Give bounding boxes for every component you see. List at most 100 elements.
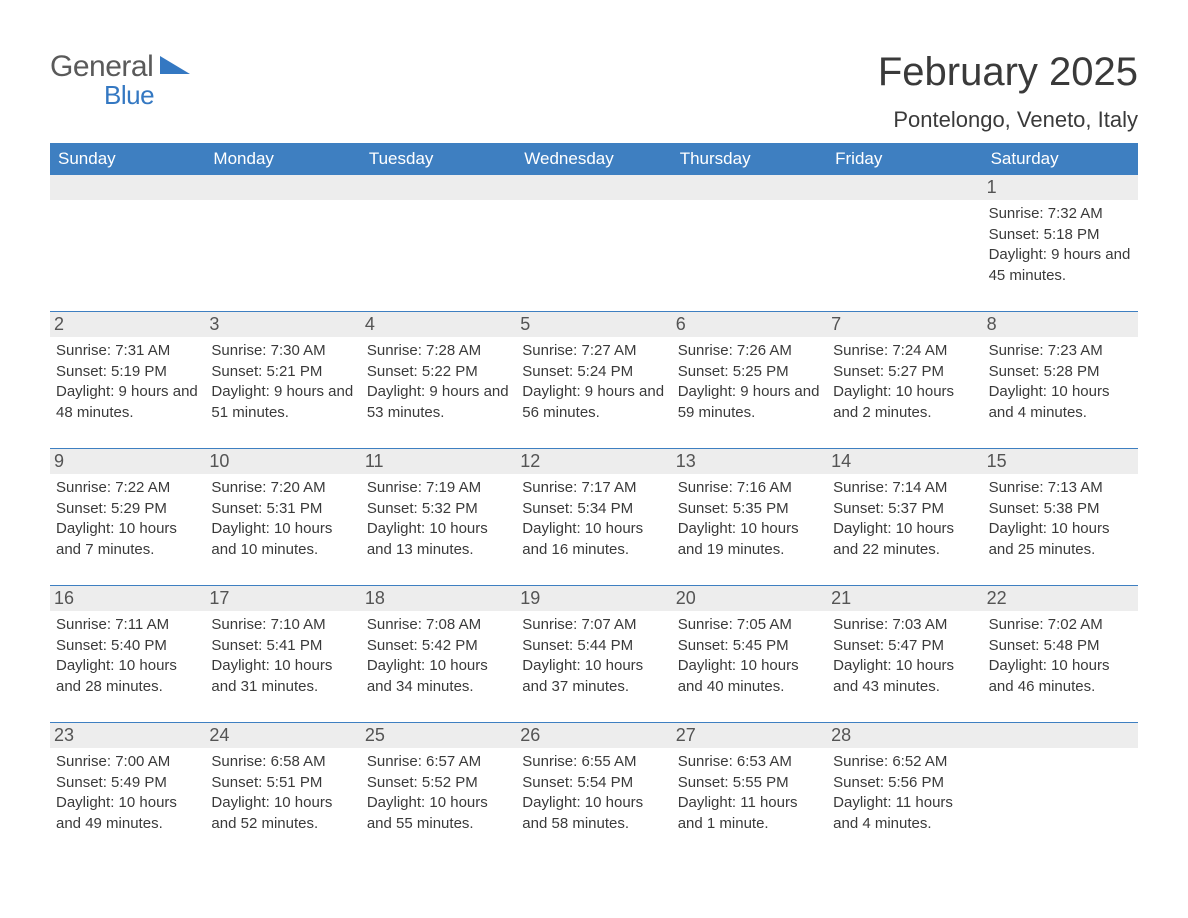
day-details: Sunrise: 7:03 AMSunset: 5:47 PMDaylight:… [833,615,976,698]
daylight-line: Daylight: 10 hours and 7 minutes. [56,519,199,560]
daylight-line: Daylight: 10 hours and 34 minutes. [367,656,510,697]
sunrise-line: Sunrise: 7:30 AM [211,341,354,362]
daylight-line: Daylight: 10 hours and 13 minutes. [367,519,510,560]
day-number: 24 [205,723,360,748]
day-number: 8 [983,312,1138,337]
day-details: Sunrise: 6:53 AMSunset: 5:55 PMDaylight:… [678,752,821,835]
calendar-day-cell: 13Sunrise: 7:16 AMSunset: 5:35 PMDayligh… [672,449,827,567]
calendar-day-cell: 16Sunrise: 7:11 AMSunset: 5:40 PMDayligh… [50,586,205,704]
calendar-day-cell: 25Sunrise: 6:57 AMSunset: 5:52 PMDayligh… [361,723,516,841]
weekday-header-row: SundayMondayTuesdayWednesdayThursdayFrid… [50,143,1138,175]
daylight-line: Daylight: 9 hours and 51 minutes. [211,382,354,423]
day-number: 17 [205,586,360,611]
day-number: 22 [983,586,1138,611]
calendar-week: 2Sunrise: 7:31 AMSunset: 5:19 PMDaylight… [50,311,1138,430]
daylight-line: Daylight: 10 hours and 25 minutes. [989,519,1132,560]
day-number: 27 [672,723,827,748]
daylight-line: Daylight: 10 hours and 52 minutes. [211,793,354,834]
day-number: 20 [672,586,827,611]
daylight-line: Daylight: 10 hours and 58 minutes. [522,793,665,834]
day-number: 21 [827,586,982,611]
day-number: 19 [516,586,671,611]
sunrise-line: Sunrise: 7:03 AM [833,615,976,636]
sunrise-line: Sunrise: 7:27 AM [522,341,665,362]
sunset-line: Sunset: 5:56 PM [833,773,976,794]
calendar-day-cell: . [50,175,205,293]
day-number: 4 [361,312,516,337]
daylight-line: Daylight: 9 hours and 59 minutes. [678,382,821,423]
sunset-line: Sunset: 5:49 PM [56,773,199,794]
calendar-day-cell: 4 Sunrise: 7:28 AMSunset: 5:22 PMDaylight… [361,312,516,430]
sunrise-line: Sunrise: 7:13 AM [989,478,1132,499]
day-number: . [361,175,516,200]
day-details: Sunrise: 7:05 AMSunset: 5:45 PMDaylight:… [678,615,821,698]
daylight-line: Daylight: 10 hours and 40 minutes. [678,656,821,697]
day-number: 6 [672,312,827,337]
daylight-line: Daylight: 11 hours and 1 minute. [678,793,821,834]
sunset-line: Sunset: 5:35 PM [678,499,821,520]
weekday-header: Thursday [672,143,827,175]
daylight-line: Daylight: 10 hours and 37 minutes. [522,656,665,697]
calendar-day-cell: . [983,723,1138,841]
day-details: Sunrise: 6:58 AMSunset: 5:51 PMDaylight:… [211,752,354,835]
day-details: Sunrise: 7:20 AMSunset: 5:31 PMDaylight:… [211,478,354,561]
daylight-line: Daylight: 10 hours and 49 minutes. [56,793,199,834]
day-number: . [50,175,205,200]
calendar-day-cell: . [672,175,827,293]
day-details: Sunrise: 7:14 AMSunset: 5:37 PMDaylight:… [833,478,976,561]
sunset-line: Sunset: 5:41 PM [211,636,354,657]
calendar-day-cell: 17Sunrise: 7:10 AMSunset: 5:41 PMDayligh… [205,586,360,704]
day-number: 13 [672,449,827,474]
day-details: Sunrise: 7:07 AMSunset: 5:44 PMDaylight:… [522,615,665,698]
sunrise-line: Sunrise: 7:17 AM [522,478,665,499]
calendar-day-cell: 28Sunrise: 6:52 AMSunset: 5:56 PMDayligh… [827,723,982,841]
weekday-header: Friday [827,143,982,175]
daylight-line: Daylight: 10 hours and 16 minutes. [522,519,665,560]
day-details: Sunrise: 7:02 AMSunset: 5:48 PMDaylight:… [989,615,1132,698]
sunset-line: Sunset: 5:31 PM [211,499,354,520]
calendar-day-cell: . [827,175,982,293]
day-number: 11 [361,449,516,474]
sunrise-line: Sunrise: 7:16 AM [678,478,821,499]
day-details: Sunrise: 7:13 AMSunset: 5:38 PMDaylight:… [989,478,1132,561]
daylight-line: Daylight: 10 hours and 22 minutes. [833,519,976,560]
calendar-day-cell: 18Sunrise: 7:08 AMSunset: 5:42 PMDayligh… [361,586,516,704]
day-number: 16 [50,586,205,611]
sunrise-line: Sunrise: 6:52 AM [833,752,976,773]
sunrise-line: Sunrise: 6:53 AM [678,752,821,773]
day-number: 15 [983,449,1138,474]
day-details: Sunrise: 7:22 AMSunset: 5:29 PMDaylight:… [56,478,199,561]
day-details: Sunrise: 7:31 AMSunset: 5:19 PMDaylight:… [56,341,199,424]
sunset-line: Sunset: 5:38 PM [989,499,1132,520]
day-details: Sunrise: 7:27 AMSunset: 5:24 PMDaylight:… [522,341,665,424]
sunrise-line: Sunrise: 7:23 AM [989,341,1132,362]
day-number: . [983,723,1138,748]
sunset-line: Sunset: 5:32 PM [367,499,510,520]
calendar-day-cell: . [205,175,360,293]
daylight-line: Daylight: 9 hours and 53 minutes. [367,382,510,423]
calendar-day-cell: 9Sunrise: 7:22 AMSunset: 5:29 PMDaylight… [50,449,205,567]
daylight-line: Daylight: 9 hours and 48 minutes. [56,382,199,423]
calendar-day-cell: 19 Sunrise: 7:07 AMSunset: 5:44 PMDayligh… [516,586,671,704]
day-number: 12 [516,449,671,474]
daylight-line: Daylight: 10 hours and 55 minutes. [367,793,510,834]
title-block: February 2025 Pontelongo, Veneto, Italy [878,50,1138,133]
day-number: 7 [827,312,982,337]
daylight-line: Daylight: 10 hours and 28 minutes. [56,656,199,697]
logo-text-blue: Blue [104,80,154,111]
day-details: Sunrise: 6:52 AMSunset: 5:56 PMDaylight:… [833,752,976,835]
logo-triangle-icon [160,56,194,78]
sunset-line: Sunset: 5:24 PM [522,362,665,383]
calendar-day-cell: 8Sunrise: 7:23 AMSunset: 5:28 PMDaylight… [983,312,1138,430]
sunrise-line: Sunrise: 6:58 AM [211,752,354,773]
sunset-line: Sunset: 5:44 PM [522,636,665,657]
day-details: Sunrise: 7:28 AMSunset: 5:22 PMDaylight:… [367,341,510,424]
day-details: Sunrise: 7:30 AMSunset: 5:21 PMDaylight:… [211,341,354,424]
sunset-line: Sunset: 5:28 PM [989,362,1132,383]
day-number: 1 [983,175,1138,200]
daylight-line: Daylight: 9 hours and 45 minutes. [989,245,1132,286]
sunset-line: Sunset: 5:29 PM [56,499,199,520]
day-details: Sunrise: 7:26 AMSunset: 5:25 PMDaylight:… [678,341,821,424]
page-header: General Blue February 2025 Pontelongo, V… [50,50,1138,133]
sunset-line: Sunset: 5:47 PM [833,636,976,657]
